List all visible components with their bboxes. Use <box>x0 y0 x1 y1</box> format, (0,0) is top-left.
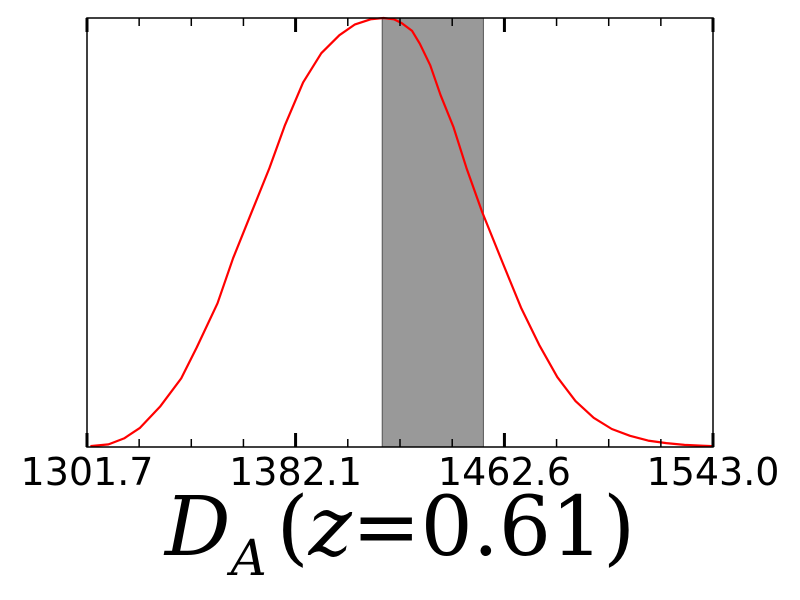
tick-layer <box>85 18 715 447</box>
line-layer <box>90 16 712 448</box>
x-tick-label: 1382.1 <box>229 450 362 494</box>
shaded-band-layer <box>381 17 484 448</box>
x-axis-label: DA (z=0.61) <box>163 480 635 587</box>
series-line-0 <box>90 16 712 448</box>
x-tick-label: 1462.6 <box>438 450 571 494</box>
x-tick-label: 1301.7 <box>21 450 154 494</box>
tick-label-layer: 1301.7 1382.1 1462.6 1543.0 <box>21 450 780 494</box>
shaded-band <box>381 17 484 448</box>
x-tick-label: 1543.0 <box>647 450 780 494</box>
